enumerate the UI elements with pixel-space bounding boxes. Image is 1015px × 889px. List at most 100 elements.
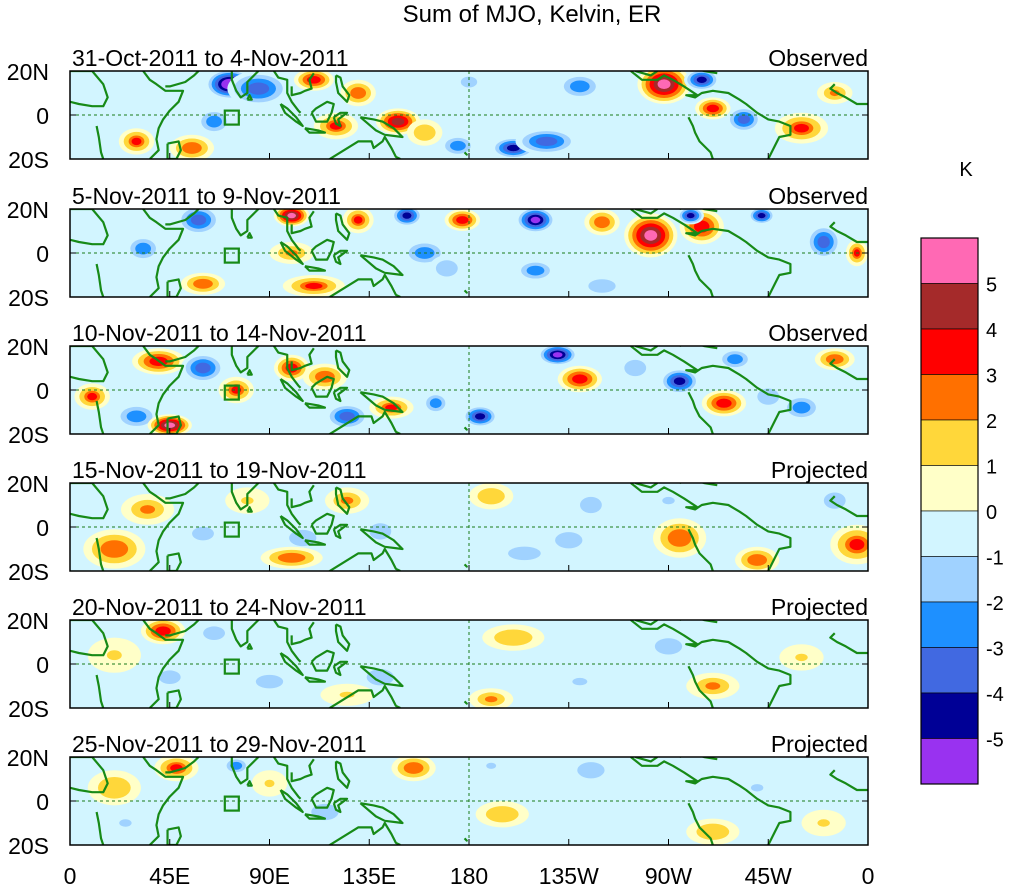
contour-core <box>264 779 275 788</box>
y-tick-label: 0 <box>36 103 49 129</box>
coastline <box>321 821 401 845</box>
panel-6: 20N 0 20S 25-Nov-2011 to 29-Nov-2011 Project… <box>7 731 869 859</box>
contour-core <box>484 696 498 703</box>
contour-core <box>818 237 829 247</box>
x-tick-label: 180 <box>450 863 488 889</box>
colorbar-tick-label: -5 <box>986 730 1004 752</box>
coastline <box>95 674 105 708</box>
coastline <box>687 665 714 708</box>
coastline <box>630 71 792 159</box>
contour-core <box>757 213 766 219</box>
coastlines <box>70 620 868 708</box>
anomaly-blob <box>695 97 731 120</box>
y-tick-label: 20S <box>8 696 49 722</box>
contour-level <box>391 117 405 126</box>
colorbar-swatch <box>920 374 979 421</box>
contour-level <box>747 554 768 566</box>
coastline <box>70 620 109 657</box>
y-tick-label: 20N <box>7 59 49 85</box>
colorbar-tick-label: 2 <box>986 411 997 433</box>
anomaly-blob <box>324 487 370 514</box>
contour-level <box>97 776 131 799</box>
anomaly-blob <box>779 644 824 671</box>
contour-level <box>429 398 442 409</box>
anomaly-blob <box>282 275 345 297</box>
coastline <box>166 826 182 845</box>
coastline <box>304 265 327 272</box>
coastline <box>304 539 327 546</box>
coastline <box>634 483 659 489</box>
anomaly-blob <box>546 527 591 554</box>
coastline <box>165 620 200 637</box>
x-axis: 0 45E 90E 135E 180 135W 90W 45W 0 <box>64 863 875 889</box>
x-tick-label: 0 <box>862 863 875 889</box>
coastline <box>279 789 304 814</box>
coastline <box>463 426 468 431</box>
contour-level <box>530 216 541 224</box>
contour-level <box>572 374 588 384</box>
coastline <box>142 71 185 159</box>
coastline <box>310 649 335 672</box>
contour-core <box>630 364 641 372</box>
contour-core <box>353 216 363 224</box>
y-tick-label: 20N <box>7 471 49 497</box>
contour-level <box>339 411 355 421</box>
y-tick-label: 0 <box>36 378 49 404</box>
coastline <box>634 71 659 77</box>
coastline <box>463 289 468 294</box>
anomaly-blob <box>553 668 607 695</box>
chart-title: Sum of MJO, Kelvin, ER <box>403 1 662 28</box>
coastline <box>142 483 185 571</box>
anomaly-blob <box>584 209 620 236</box>
panel-status: Observed <box>768 320 868 346</box>
anomaly-blob <box>114 403 159 430</box>
anomaly-blob <box>440 134 476 157</box>
y-tick-label: 20S <box>8 559 49 585</box>
coastline <box>95 400 105 434</box>
y-tick-label: 20S <box>8 147 49 173</box>
coastline <box>246 506 253 513</box>
contour-level <box>195 362 211 374</box>
contour-level <box>673 377 686 385</box>
colorbar-swatch <box>920 465 979 512</box>
coastline <box>290 621 315 646</box>
y-tick-label: 0 <box>36 789 49 815</box>
contour-core <box>119 819 132 827</box>
anomaly-blob <box>686 818 740 845</box>
coastline <box>95 125 105 159</box>
coastline <box>332 249 349 266</box>
anomaly-blob <box>482 624 545 651</box>
anomaly-blob <box>83 529 146 569</box>
colorbar-tick-label: -1 <box>986 548 1004 570</box>
anomaly-blob <box>185 522 221 545</box>
contour-level <box>494 629 533 646</box>
coastline <box>70 71 109 108</box>
coastline <box>332 111 349 128</box>
y-tick-label: 20N <box>7 745 49 771</box>
contour-core <box>750 784 764 792</box>
coastline <box>321 273 401 297</box>
anomaly-blob <box>646 487 691 514</box>
coastline <box>334 486 351 515</box>
coastline <box>359 391 404 414</box>
contour-core <box>829 89 840 97</box>
coastline <box>310 238 335 261</box>
anomaly-blob <box>342 209 374 234</box>
contour-level <box>716 398 732 408</box>
region-box-marker <box>223 795 240 812</box>
coastline <box>687 802 714 845</box>
anomaly-blob <box>617 354 653 382</box>
anomaly-blob <box>469 688 514 708</box>
coastline <box>829 495 868 518</box>
anomaly-blob <box>369 396 414 419</box>
colorbar-swatch <box>920 283 979 330</box>
coastline <box>359 254 404 277</box>
panel-5: 20N 0 20S 20-Nov-2011 to 24-Nov-2011 Project… <box>7 594 869 722</box>
coastline <box>687 391 714 434</box>
contour-core <box>516 550 532 557</box>
contour-core <box>192 215 205 225</box>
colorbar-tick-label: 0 <box>986 502 997 524</box>
region-box-marker <box>223 658 240 675</box>
anomaly-blob <box>402 628 447 656</box>
anomaly-blob <box>717 348 753 371</box>
